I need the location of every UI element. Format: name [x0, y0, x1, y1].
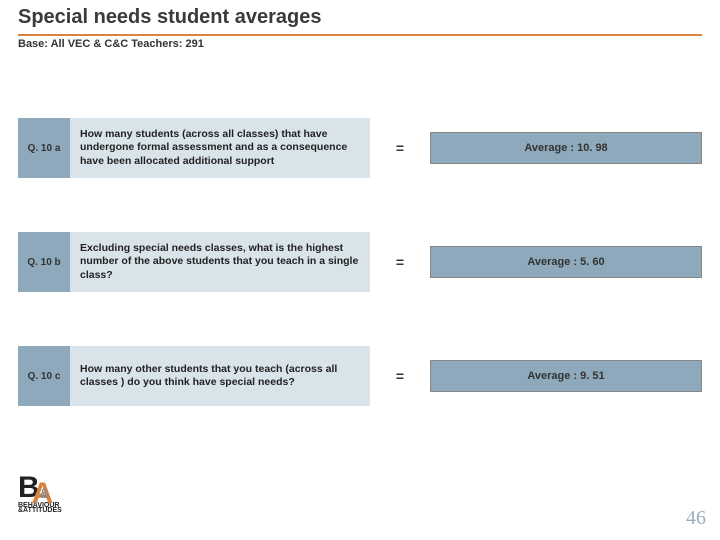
page-title: Special needs student averages — [18, 6, 321, 29]
average-box: Average : 9. 51 — [430, 360, 702, 392]
question-row: Q. 10 b Excluding special needs classes,… — [18, 232, 702, 292]
question-row: Q. 10 a How many students (across all cl… — [18, 118, 702, 178]
equals-sign: = — [370, 140, 430, 156]
question-id-box: Q. 10 a — [18, 118, 70, 178]
question-id-box: Q. 10 b — [18, 232, 70, 292]
question-description: Excluding special needs classes, what is… — [70, 232, 370, 292]
question-description: How many students (across all classes) t… — [70, 118, 370, 178]
base-text: Base: All VEC & C&C Teachers: 291 — [18, 38, 204, 50]
average-box: Average : 5. 60 — [430, 246, 702, 278]
average-box: Average : 10. 98 — [430, 132, 702, 164]
question-id-box: Q. 10 c — [18, 346, 70, 406]
question-description: How many other students that you teach (… — [70, 346, 370, 406]
equals-sign: = — [370, 368, 430, 384]
question-row: Q. 10 c How many other students that you… — [18, 346, 702, 406]
page-number: 46 — [686, 507, 706, 530]
title-underline — [18, 34, 702, 36]
logo-ampersand-icon: & — [39, 485, 49, 501]
logo-mark: B A & — [18, 471, 108, 505]
brand-logo: B A & BEHAVIOUR &ATTITUDES — [18, 471, 108, 514]
equals-sign: = — [370, 254, 430, 270]
